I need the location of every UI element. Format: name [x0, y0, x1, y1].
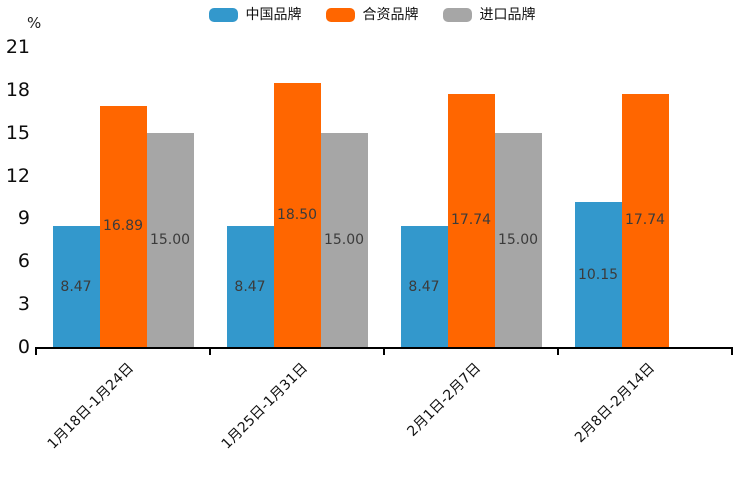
- bar-value-label: 15.00: [149, 231, 191, 248]
- bar-value-label: 16.89: [102, 218, 144, 235]
- bar-series-0-group-3: 10.15: [574, 202, 622, 347]
- x-axis-tick-mark: [731, 349, 733, 355]
- y-tick-label: 21: [5, 36, 30, 58]
- legend-swatch-icon: [208, 8, 238, 22]
- x-axis-line: [35, 347, 733, 349]
- legend-label: 进口品牌: [479, 7, 536, 23]
- bar-value-label: 15.00: [497, 231, 539, 248]
- bar-value-label: 8.47: [408, 278, 440, 295]
- legend-item-series-1: 合资品牌: [325, 6, 419, 24]
- bar-series-0-group-1: 8.47: [226, 226, 274, 347]
- x-axis-tick-mark: [383, 349, 385, 355]
- legend-item-series-0: 中国品牌: [208, 6, 302, 24]
- bar-series-1-group-0: 16.89: [99, 105, 147, 347]
- x-tick-label-group-2: 2月1日-2月7日: [404, 360, 485, 440]
- x-axis-tick-labels: 1月18日-1月24日 1月25日-1月31日 2月1日-2月7日 2月8日-2月14…: [36, 358, 732, 494]
- bar-series-1-group-3: 17.74: [621, 93, 669, 347]
- x-tick-label-group-1: 1月25日-1月31日: [218, 360, 311, 453]
- bar-value-label: 17.74: [624, 212, 666, 229]
- bar-value-label: 8.47: [234, 278, 266, 295]
- y-axis-unit-label: %: [27, 14, 42, 32]
- x-axis-tick-mark: [35, 349, 37, 355]
- bar-series-0-group-0: 8.47: [52, 226, 100, 347]
- legend: 中国品牌 合资品牌 进口品牌: [0, 6, 744, 24]
- y-tick-label: 0: [17, 336, 30, 358]
- y-tick-label: 15: [5, 121, 30, 144]
- y-axis-tick-labels: 0 3 6 9 12 15 18 21: [0, 36, 30, 358]
- bar-value-label: 10.15: [577, 266, 619, 283]
- y-tick-label: 12: [5, 164, 30, 187]
- bar-series-0-group-2: 8.47: [400, 226, 448, 347]
- y-tick-label: 9: [17, 207, 30, 230]
- legend-swatch-icon: [442, 8, 472, 22]
- legend-label: 中国品牌: [245, 7, 302, 23]
- bar-series-1-group-2: 17.74: [447, 93, 495, 347]
- x-axis-tick-mark: [557, 349, 559, 355]
- legend-item-series-2: 进口品牌: [442, 6, 536, 24]
- bar-series-2-group-2: 15.00: [494, 132, 542, 347]
- bar-value-label: 8.47: [60, 278, 92, 295]
- bar-value-label: 17.74: [450, 212, 492, 229]
- y-tick-label: 3: [17, 293, 30, 316]
- x-axis-tick-mark: [209, 349, 211, 355]
- bar-series-2-group-1: 15.00: [320, 132, 368, 347]
- bar-series-2-group-0: 15.00: [146, 132, 194, 347]
- legend-swatch-icon: [325, 8, 355, 22]
- y-tick-label: 6: [17, 250, 30, 273]
- legend-label: 合资品牌: [362, 7, 419, 23]
- bar-series-1-group-1: 18.50: [273, 82, 321, 347]
- x-tick-label-group-0: 1月18日-1月24日: [44, 360, 137, 453]
- plot-area: 8.47 16.89 15.00 8.47 18.50 15.00 8.47 17.74 15.…: [35, 47, 733, 355]
- bar-value-label: 15.00: [323, 231, 365, 248]
- y-tick-label: 18: [5, 78, 30, 101]
- x-tick-label-group-3: 2月8日-2月14日: [572, 360, 659, 447]
- bar-value-label: 18.50: [276, 206, 318, 223]
